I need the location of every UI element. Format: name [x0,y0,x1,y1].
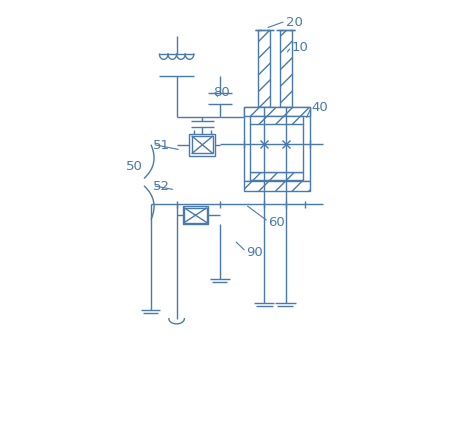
Bar [244,182,310,191]
Bar [244,108,310,117]
Text: 60: 60 [268,216,285,229]
Bar [251,125,303,172]
Text: 40: 40 [311,101,328,114]
Text: 20: 20 [286,16,303,29]
Bar [183,207,208,225]
Bar [258,31,270,108]
Bar [192,137,213,154]
Bar [251,117,303,126]
Text: 52: 52 [153,180,169,193]
Bar [251,172,303,181]
Bar [280,31,292,108]
Text: 80: 80 [213,85,229,99]
Bar [184,208,207,223]
Text: 50: 50 [126,160,143,173]
Text: 51: 51 [153,138,169,151]
Text: 90: 90 [246,246,263,259]
Bar [190,135,215,156]
Text: 10: 10 [291,41,308,54]
Bar [244,108,310,182]
